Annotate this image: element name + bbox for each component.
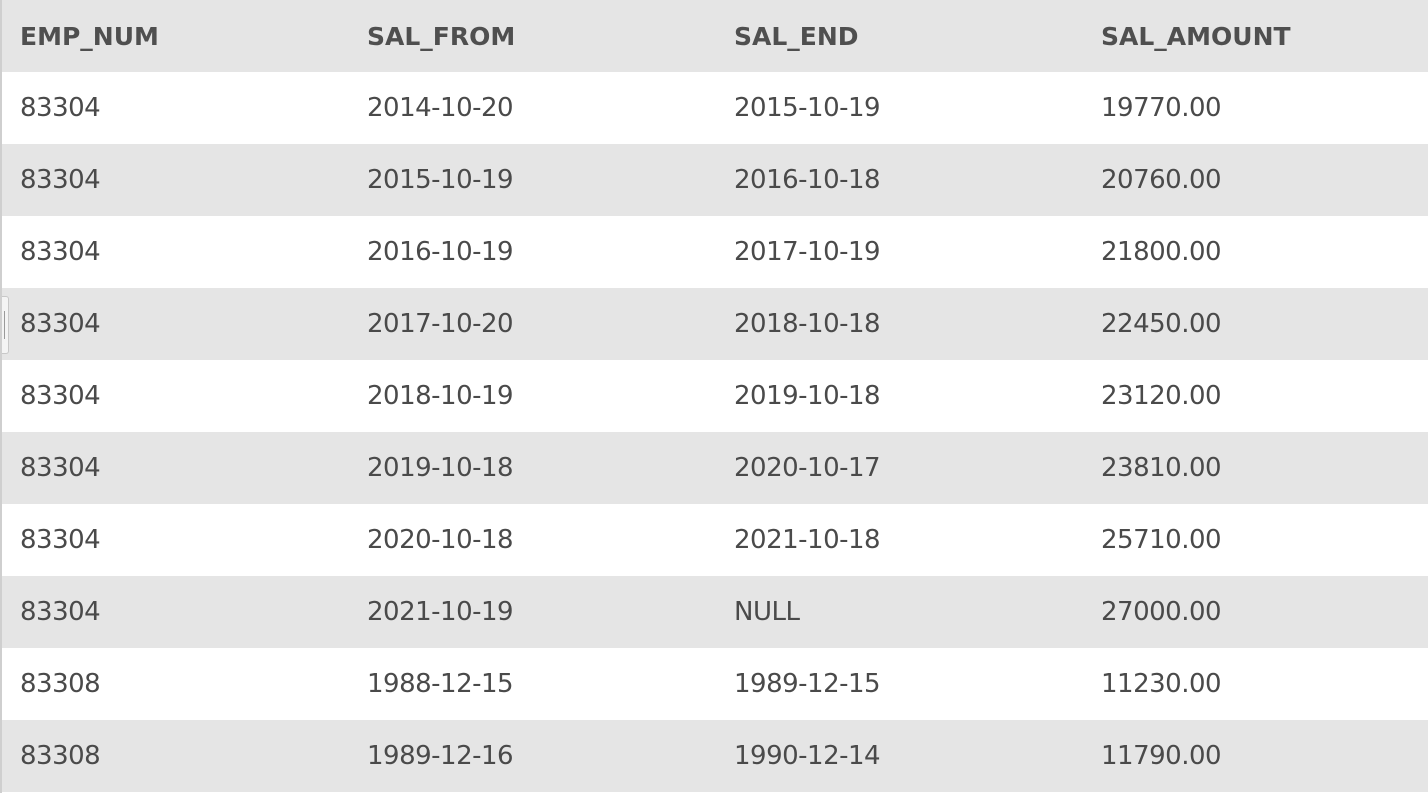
table-row: 83304 2016-10-19 2017-10-19 21800.00 [2,216,1428,288]
table-row: 83304 2014-10-20 2015-10-19 19770.00 [2,72,1428,144]
cell-sal-amount: 22450.00 [1101,309,1222,339]
cell-emp-num: 83304 [20,165,101,195]
cell-sal-from: 1989-12-16 [367,741,514,771]
cell-sal-from: 2016-10-19 [367,237,514,267]
cell-emp-num: 83304 [20,525,101,555]
resize-handle[interactable] [2,296,9,354]
cell-sal-end: 2016-10-18 [734,165,881,195]
cell-sal-end: 2021-10-18 [734,525,881,555]
cell-sal-amount: 25710.00 [1101,525,1222,555]
cell-sal-end: 2017-10-19 [734,237,881,267]
table-row: 83304 2017-10-20 2018-10-18 22450.00 [2,288,1428,360]
cell-sal-end: 2019-10-18 [734,381,881,411]
cell-sal-amount: 11230.00 [1101,669,1222,699]
header-row: EMP_NUM SAL_FROM SAL_END SAL_AMOUNT [2,0,1428,72]
column-header-sal-from[interactable]: SAL_FROM [367,21,516,51]
cell-sal-from: 2021-10-19 [367,597,514,627]
column-header-sal-amount[interactable]: SAL_AMOUNT [1101,21,1291,51]
cell-emp-num: 83304 [20,237,101,267]
cell-emp-num: 83304 [20,597,101,627]
cell-sal-from: 2018-10-19 [367,381,514,411]
cell-emp-num: 83304 [20,453,101,483]
table-row: 83304 2020-10-18 2021-10-18 25710.00 [2,504,1428,576]
cell-sal-end: 2020-10-17 [734,453,881,483]
cell-sal-from: 2019-10-18 [367,453,514,483]
cell-emp-num: 83308 [20,741,101,771]
cell-sal-end: 1989-12-15 [734,669,881,699]
cell-sal-amount: 23810.00 [1101,453,1222,483]
cell-sal-amount: 21800.00 [1101,237,1222,267]
cell-sal-amount: 20760.00 [1101,165,1222,195]
cell-emp-num: 83304 [20,309,101,339]
column-header-emp-num[interactable]: EMP_NUM [20,21,159,51]
cell-sal-end: 1990-12-14 [734,741,881,771]
cell-sal-amount: 27000.00 [1101,597,1222,627]
cell-sal-from: 2014-10-20 [367,93,514,123]
cell-sal-from: 2015-10-19 [367,165,514,195]
cell-emp-num: 83308 [20,669,101,699]
table-row: 83304 2021-10-19 NULL 27000.00 [2,576,1428,648]
table-row: 83308 1988-12-15 1989-12-15 11230.00 [2,648,1428,720]
cell-emp-num: 83304 [20,93,101,123]
table-row: 83304 2019-10-18 2020-10-17 23810.00 [2,432,1428,504]
cell-sal-from: 1988-12-15 [367,669,514,699]
cell-sal-amount: 19770.00 [1101,93,1222,123]
table-row: 83308 1989-12-16 1990-12-14 11790.00 [2,720,1428,792]
cell-sal-from: 2020-10-18 [367,525,514,555]
cell-sal-end: NULL [734,597,800,627]
table-row: 83304 2018-10-19 2019-10-18 23120.00 [2,360,1428,432]
cell-emp-num: 83304 [20,381,101,411]
cell-sal-amount: 11790.00 [1101,741,1222,771]
column-header-sal-end[interactable]: SAL_END [734,21,859,51]
cell-sal-from: 2017-10-20 [367,309,514,339]
cell-sal-end: 2018-10-18 [734,309,881,339]
cell-sal-amount: 23120.00 [1101,381,1222,411]
table-row: 83304 2015-10-19 2016-10-18 20760.00 [2,144,1428,216]
cell-sal-end: 2015-10-19 [734,93,881,123]
